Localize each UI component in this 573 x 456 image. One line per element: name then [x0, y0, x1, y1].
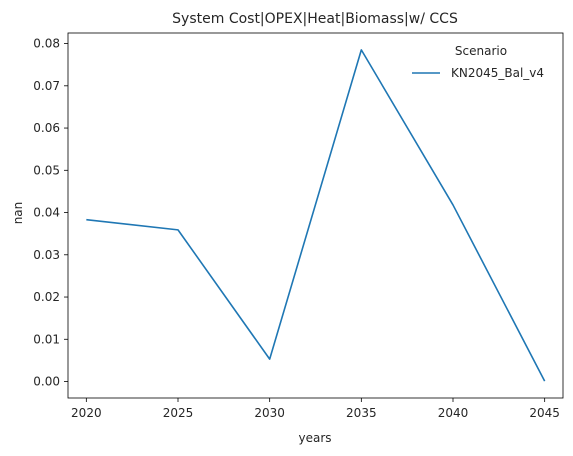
y-tick-label: 0.06	[33, 121, 60, 135]
plot-frame	[67, 32, 564, 399]
y-axis-label: nan	[11, 202, 25, 225]
x-tick-label: 2045	[529, 406, 560, 420]
y-tick-label: 0.08	[33, 37, 60, 51]
y-tick-label: 0.04	[33, 206, 60, 220]
legend: Scenario KN2045_Bal_v4	[412, 44, 544, 80]
chart-title: System Cost|OPEX|Heat|Biomass|w/ CCS	[172, 11, 458, 27]
y-tick-label: 0.02	[33, 290, 60, 304]
plot-area: 2020 2025 2030 2035 2040 2045 0.00 0.01 0.02 0.03…	[33, 32, 564, 420]
y-tick-label: 0.01	[33, 332, 60, 346]
y-tick-label: 0.00	[33, 375, 60, 389]
x-tick-label: 2025	[163, 406, 194, 420]
y-tick-label: 0.07	[33, 79, 60, 93]
legend-entry-label: KN2045_Bal_v4	[451, 66, 544, 80]
y-tick-label: 0.03	[33, 248, 60, 262]
x-tick-label: 2020	[71, 406, 102, 420]
series-line-KN2045_Bal_v4	[86, 49, 546, 382]
x-axis-label: years	[298, 431, 331, 445]
x-tick-label: 2030	[254, 406, 285, 420]
legend-title: Scenario	[455, 44, 507, 58]
x-tick-label: 2035	[346, 406, 377, 420]
y-tick-label: 0.05	[33, 163, 60, 177]
x-tick-label: 2040	[438, 406, 469, 420]
